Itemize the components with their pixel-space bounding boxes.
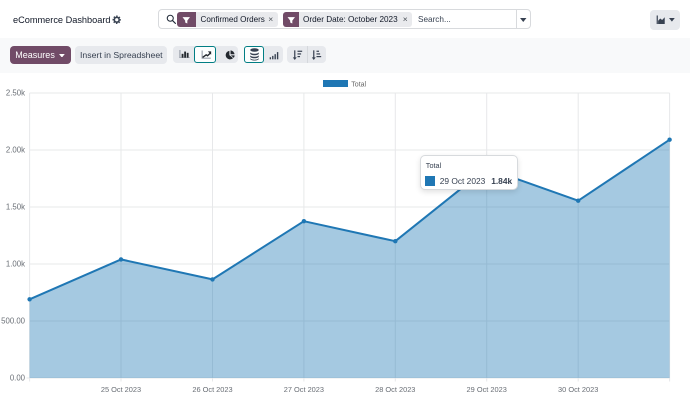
svg-text:28 Oct 2023: 28 Oct 2023 (375, 385, 415, 394)
svg-text:29 Oct 2023: 29 Oct 2023 (467, 385, 507, 394)
svg-text:26 Oct 2023: 26 Oct 2023 (192, 385, 232, 394)
svg-text:1.00k: 1.00k (6, 260, 25, 269)
svg-text:2.50k: 2.50k (6, 89, 25, 98)
svg-text:30 Oct 2023: 30 Oct 2023 (558, 385, 598, 394)
svg-text:1.50k: 1.50k (6, 203, 25, 212)
svg-text:2.00k: 2.00k (6, 146, 25, 155)
svg-text:25 Oct 2023: 25 Oct 2023 (101, 385, 141, 394)
svg-text:0.00: 0.00 (10, 374, 26, 383)
svg-text:Total: Total (351, 81, 366, 88)
svg-text:27 Oct 2023: 27 Oct 2023 (284, 385, 324, 394)
svg-text:500.00: 500.00 (1, 317, 26, 326)
